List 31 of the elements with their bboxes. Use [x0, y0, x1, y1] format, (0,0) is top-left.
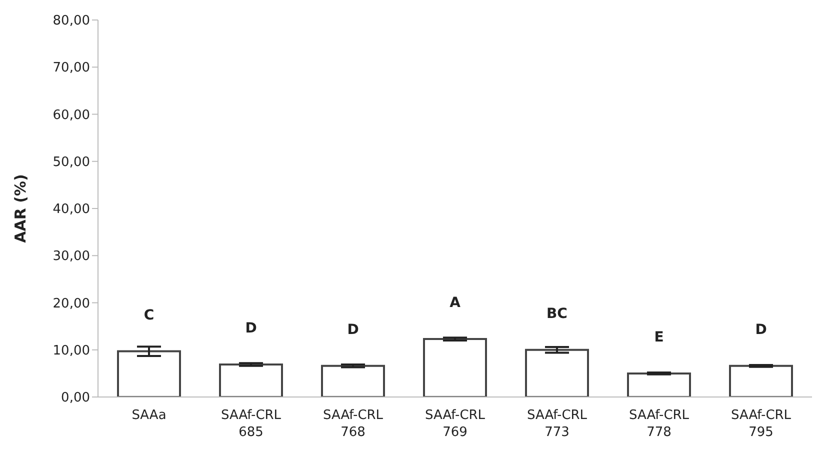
bar — [627, 372, 691, 397]
y-tick-label: 60,00 — [52, 108, 90, 123]
y-tick-label: 20,00 — [52, 296, 90, 312]
annotation: D — [245, 320, 257, 336]
annotation: BC — [546, 306, 568, 322]
annotation: A — [450, 295, 461, 312]
bar — [117, 350, 181, 397]
x-tick-label: SAAf-CRL 778 — [628, 408, 690, 440]
y-tick-label: 30,00 — [52, 249, 90, 264]
x-tick-label: SAAf-CRL 773 — [526, 408, 588, 440]
bar — [525, 348, 589, 397]
x-tick-label: SAAf-CRL 769 — [424, 408, 486, 440]
y-tick-label: 50,00 — [52, 154, 90, 170]
annotation: C — [144, 307, 154, 324]
y-tick-label: 80,00 — [52, 14, 90, 29]
y-tick-label: 40,00 — [52, 202, 90, 218]
y-tick-label: 0,00 — [61, 390, 90, 406]
y-axis-title: AAR (%) — [11, 174, 30, 243]
x-tick-label: SAAf-CRL 685 — [220, 408, 282, 440]
x-tick-label: SAAa — [132, 408, 166, 423]
annotation: D — [755, 322, 767, 338]
annotation: E — [654, 329, 664, 346]
x-tick-label: SAAf-CRL 768 — [322, 408, 384, 440]
bar — [729, 364, 793, 397]
y-tick-label: 70,00 — [52, 60, 90, 76]
bar — [423, 338, 487, 397]
bar — [219, 363, 283, 397]
bar — [321, 364, 385, 397]
y-tick-label: 10,00 — [52, 343, 90, 358]
x-tick-label: SAAf-CRL 795 — [730, 408, 792, 440]
annotation: D — [347, 322, 359, 338]
